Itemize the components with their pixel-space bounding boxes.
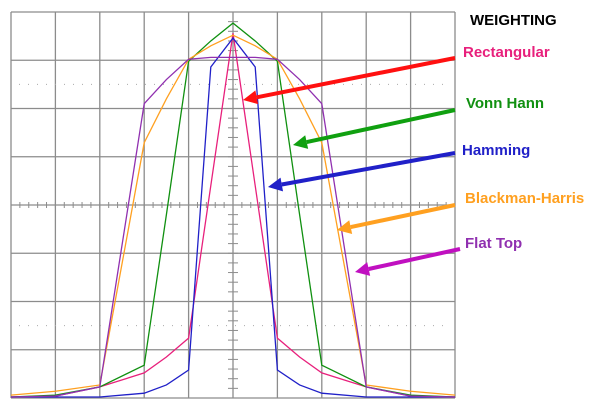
- arrow-2: [281, 151, 456, 187]
- series-hamming: [11, 36, 455, 398]
- series-blackman-harris: [10, 34, 456, 396]
- arrow-4: [368, 247, 461, 271]
- legend-blackman-harris: Blackman-Harris: [465, 190, 585, 207]
- legend-hamming: Hamming: [462, 142, 531, 159]
- arrowhead-icon: [243, 90, 259, 105]
- arrow-1: [306, 108, 456, 144]
- series-rectangular: [10, 33, 456, 398]
- series-flat-top: [10, 56, 456, 398]
- arrowhead-icon: [355, 262, 371, 276]
- arrow-3: [350, 203, 456, 230]
- chart-title: WEIGHTING: [470, 12, 557, 29]
- legend-vonn-hann: Vonn Hann: [466, 95, 545, 112]
- legend-flat-top: Flat Top: [465, 235, 523, 252]
- arrow-0: [256, 56, 456, 100]
- legend-rectangular: Rectangular: [463, 44, 550, 61]
- arrowhead-icon: [268, 177, 284, 192]
- arrowhead-icon: [293, 135, 309, 149]
- series-vonn-hann: [10, 22, 456, 398]
- arrowhead-icon: [337, 220, 353, 234]
